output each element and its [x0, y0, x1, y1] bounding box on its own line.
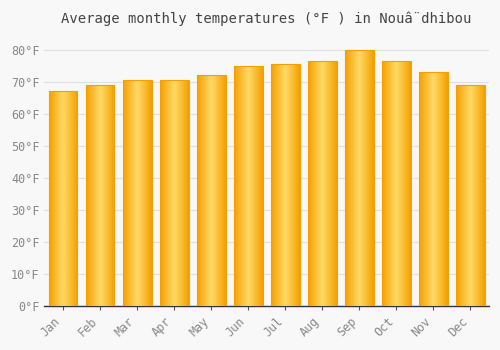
Bar: [382, 61, 410, 306]
Bar: [86, 85, 114, 306]
Bar: [456, 85, 485, 306]
Bar: [48, 91, 78, 306]
Bar: [271, 64, 300, 306]
Bar: [160, 80, 188, 306]
Bar: [308, 61, 336, 306]
Bar: [234, 66, 262, 306]
Title: Average monthly temperatures (°F ) in Nouâ̈dhibou: Average monthly temperatures (°F ) in No…: [62, 11, 472, 26]
Bar: [196, 75, 226, 306]
Bar: [345, 50, 374, 306]
Bar: [122, 80, 152, 306]
Bar: [419, 72, 448, 306]
